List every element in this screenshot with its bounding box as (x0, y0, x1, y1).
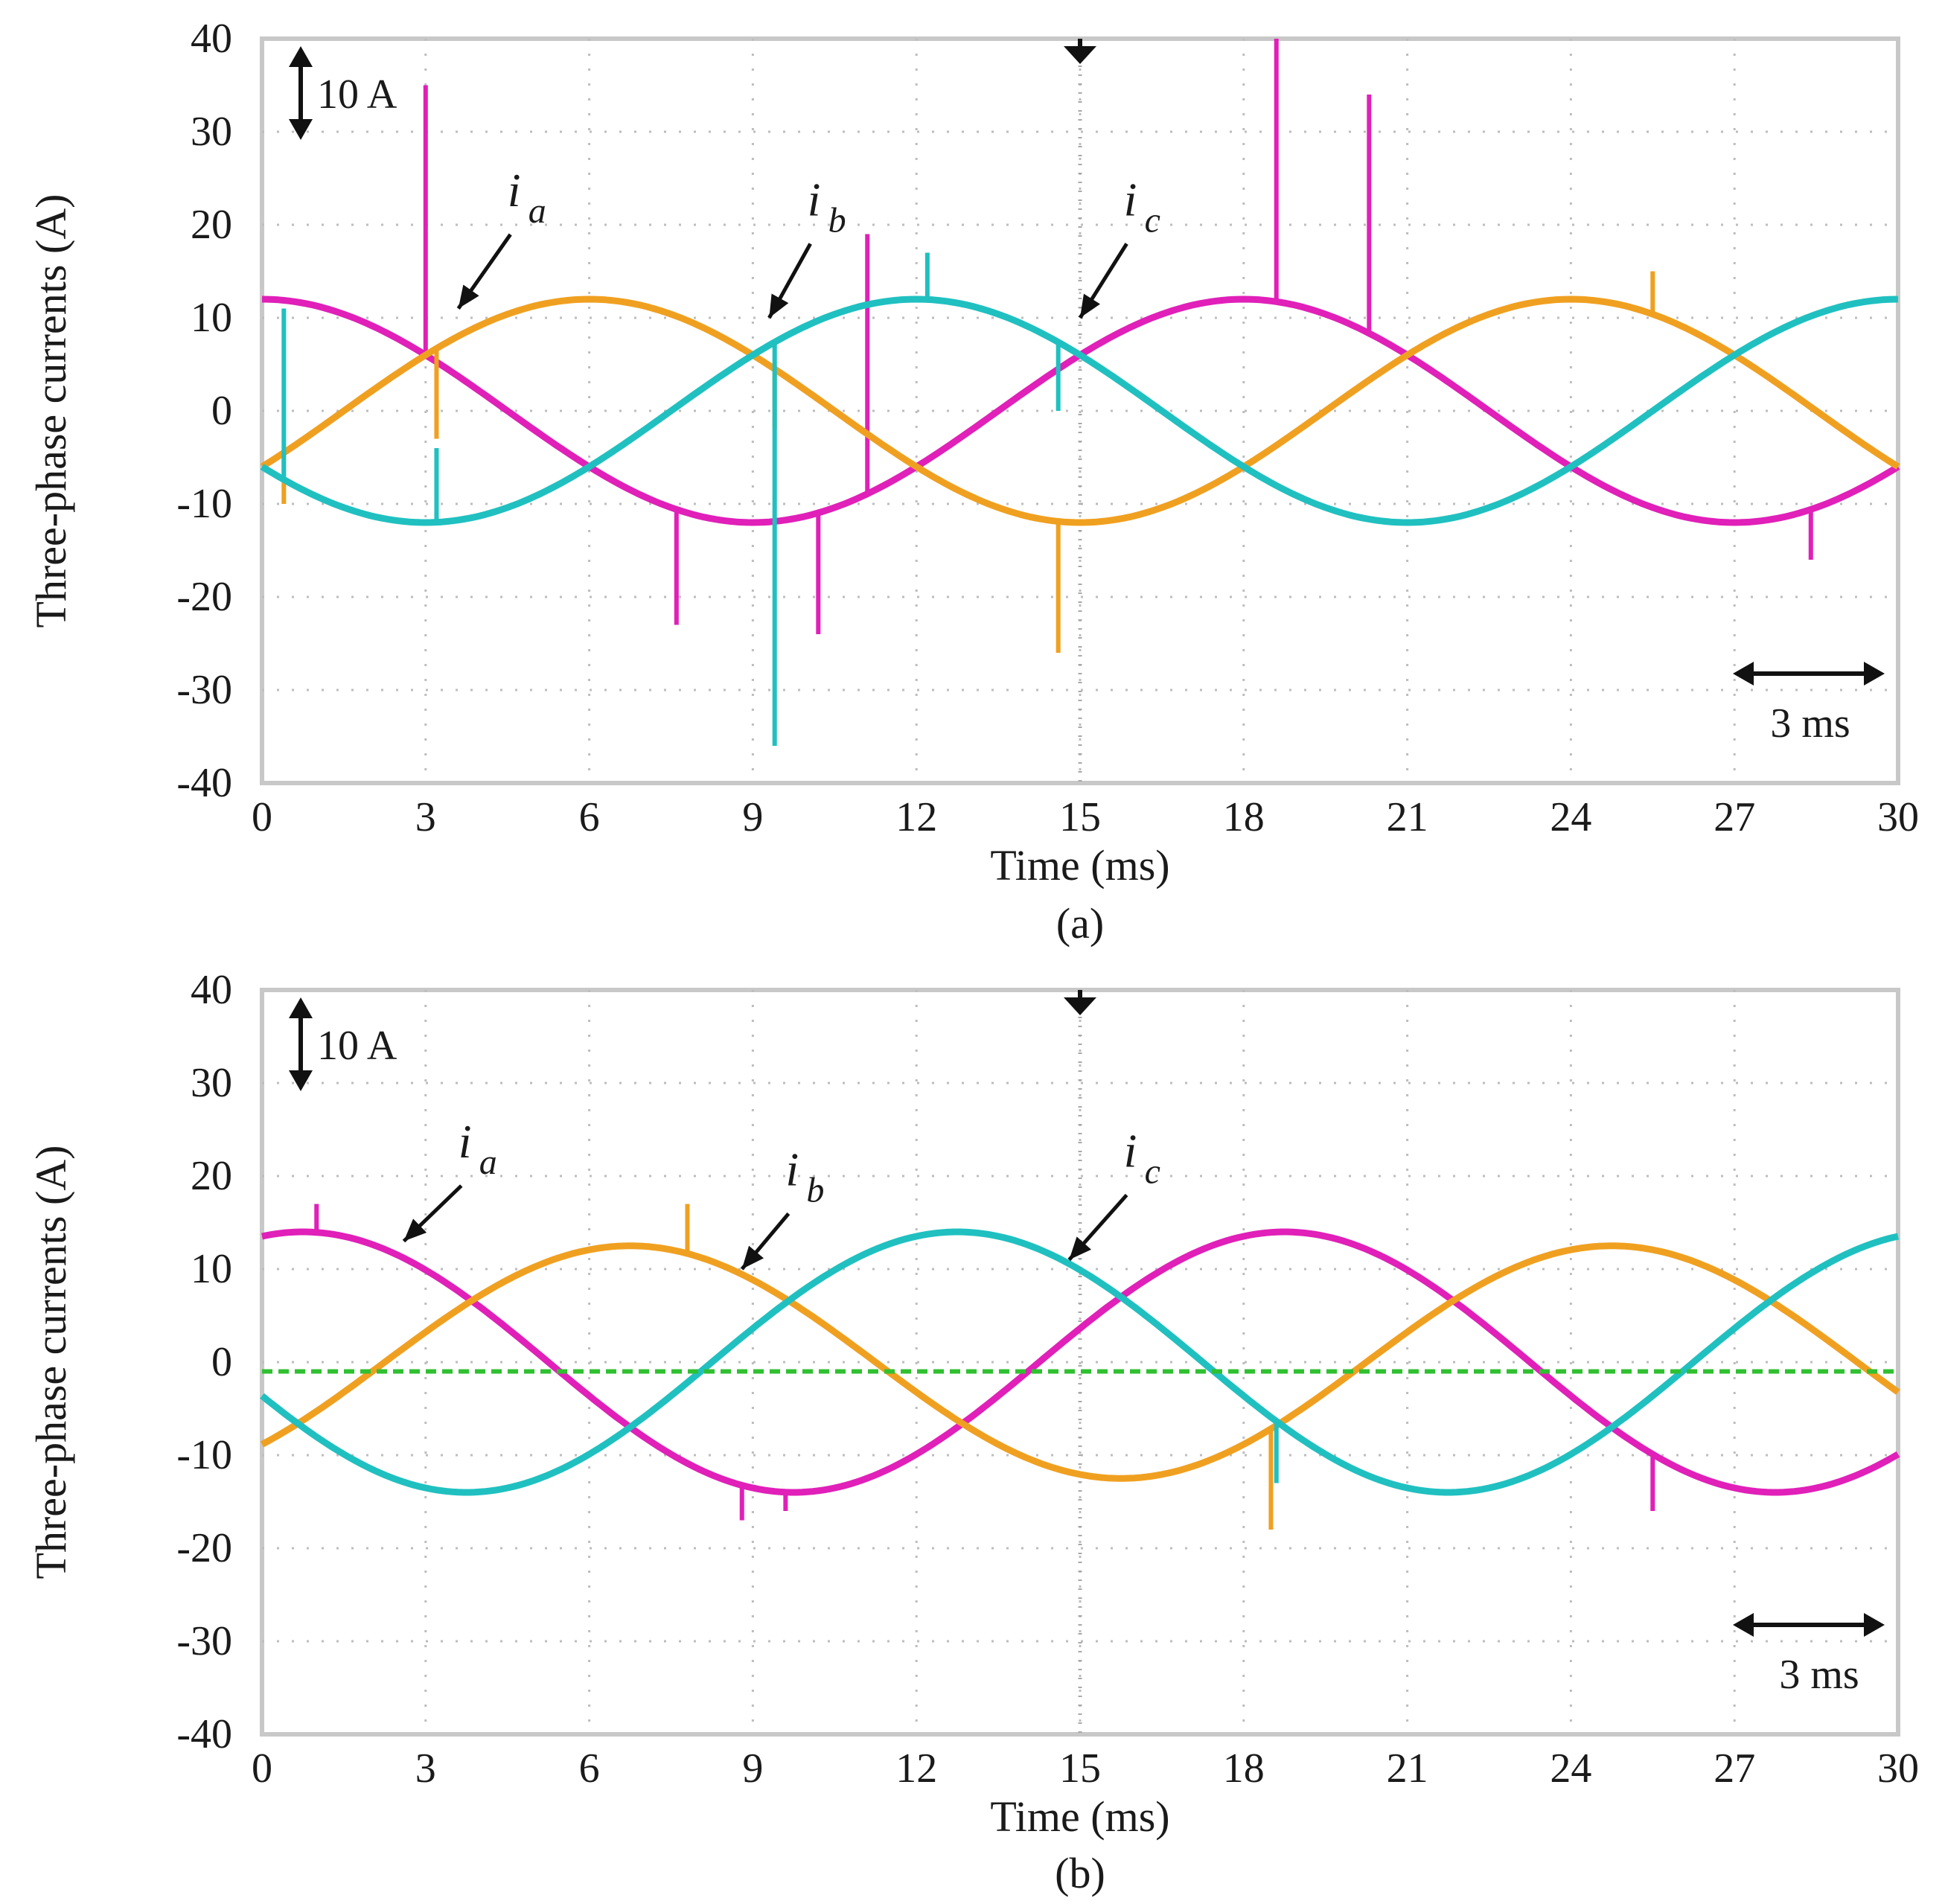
caption-b: (b) (1055, 1849, 1105, 1897)
y-tick-label: -10 (176, 1432, 232, 1478)
y-axis-title-b: Three-phase currents (A) (27, 1146, 75, 1579)
y-tick-label: -10 (176, 481, 232, 527)
x-tick-label: 6 (579, 794, 600, 840)
y-tick-label: -40 (176, 760, 232, 806)
series-ia-line (261, 1228, 1900, 1496)
y-tick-label: -20 (176, 1525, 232, 1571)
label-ic: i (1124, 173, 1137, 226)
label-ic-subscript: c (1145, 1152, 1160, 1192)
arrow-head-ic (1080, 293, 1100, 318)
current-scale-label-a: 10 A (317, 71, 397, 118)
series-ib-line (260, 295, 1900, 526)
y-tick-label: 0 (211, 388, 232, 434)
x-tick-label: 0 (252, 1745, 272, 1792)
y-tick-label: 10 (191, 295, 232, 341)
label-ia-subscript: a (479, 1143, 497, 1182)
arrow-head-ib (741, 1245, 764, 1269)
y-tick-labels-b: 40 30 20 10 0 -10 -20 -30 -40 (176, 967, 232, 1757)
series-ic-line (260, 295, 1899, 526)
series-ic-line (260, 1228, 1899, 1496)
y-tick-label: -30 (176, 1618, 232, 1664)
y-tick-label: 20 (191, 1153, 232, 1199)
y-tick-label: 40 (191, 16, 232, 62)
y-tick-label: 20 (191, 202, 232, 248)
x-tick-label: 30 (1877, 794, 1919, 840)
x-tick-label: 21 (1387, 1745, 1428, 1792)
x-tick-label: 0 (252, 794, 272, 840)
y-tick-label: 30 (191, 1060, 232, 1106)
time-scale-label-b: 3 ms (1779, 1652, 1859, 1698)
x-tick-label: 3 (415, 1745, 436, 1792)
label-ia-subscript: a (528, 191, 546, 231)
x-tick-labels-b: 0 3 6 9 12 15 18 21 24 27 30 (252, 1745, 1919, 1792)
x-tick-label: 6 (579, 1745, 600, 1792)
panel-b: 40 30 20 10 0 -10 -20 -30 -40 0 3 6 9 12 15 18 21 24 27 30… (27, 967, 1919, 1897)
label-ia: i (459, 1115, 472, 1168)
x-tick-label: 9 (742, 794, 763, 840)
x-tick-label: 3 (415, 794, 436, 840)
x-tick-label: 27 (1714, 794, 1755, 840)
x-tick-label: 27 (1714, 1745, 1755, 1792)
y-axis-title-a: Three-phase currents (A) (27, 194, 75, 628)
x-tick-label: 15 (1059, 1745, 1101, 1792)
label-ib-subscript: b (806, 1171, 824, 1210)
grid-b (262, 990, 1898, 1734)
series-layer-a (260, 39, 1900, 746)
x-axis-title-a: Time (ms) (990, 841, 1169, 889)
caption-a: (a) (1056, 899, 1104, 948)
current-scale-marker-a: 10 A (289, 46, 397, 140)
x-tick-label: 21 (1387, 794, 1428, 840)
x-axis-title-b: Time (ms) (990, 1792, 1169, 1841)
label-ib: i (808, 173, 821, 226)
time-scale-label-a: 3 ms (1770, 700, 1850, 747)
trigger-marker-a (1064, 39, 1096, 64)
x-tick-label: 9 (742, 1745, 763, 1792)
x-tick-labels-a: 0 3 6 9 12 15 18 21 24 27 30 (252, 794, 1919, 840)
current-scale-label-b: 10 A (317, 1023, 397, 1069)
x-tick-label: 18 (1223, 794, 1265, 840)
series-ib-line (260, 1242, 1900, 1482)
y-tick-label: 0 (211, 1339, 232, 1385)
x-tick-label: 24 (1550, 1745, 1591, 1792)
label-ia: i (508, 164, 521, 217)
x-tick-label: 12 (895, 794, 937, 840)
x-tick-label: 15 (1059, 794, 1101, 840)
panel-a: 40 30 20 10 0 -10 -20 -30 -40 0 3 6 9 12 15 18 21 24 27 30… (27, 16, 1919, 948)
label-ic: i (1124, 1125, 1137, 1178)
y-tick-label: 30 (191, 109, 232, 155)
y-tick-label: 40 (191, 967, 232, 1013)
y-tick-label: 10 (191, 1246, 232, 1292)
time-scale-marker-b: 3 ms (1733, 1613, 1885, 1698)
time-scale-marker-a: 3 ms (1733, 662, 1885, 747)
arrow-head-ia (403, 1218, 427, 1242)
x-tick-label: 24 (1550, 794, 1591, 840)
label-ic-subscript: c (1145, 201, 1160, 240)
x-tick-label: 12 (895, 1745, 937, 1792)
arrow-head-ib (769, 293, 789, 318)
current-scale-marker-b: 10 A (289, 997, 397, 1091)
arrow-head-ic (1069, 1236, 1091, 1260)
phase-labels-b: i a i bi c (402, 1115, 1160, 1271)
series-layer-b (260, 1204, 1900, 1530)
y-tick-labels-a: 40 30 20 10 0 -10 -20 -30 -40 (176, 16, 232, 806)
x-tick-label: 18 (1223, 1745, 1265, 1792)
y-tick-label: -20 (176, 574, 232, 620)
label-ib-subscript: b (828, 201, 846, 240)
arrow-head-ia (458, 284, 479, 309)
y-tick-label: -40 (176, 1711, 232, 1757)
label-ib: i (785, 1143, 799, 1196)
x-tick-label: 30 (1877, 1745, 1919, 1792)
trigger-marker-b (1064, 990, 1096, 1015)
grid-a (262, 39, 1898, 783)
y-tick-label: -30 (176, 667, 232, 713)
